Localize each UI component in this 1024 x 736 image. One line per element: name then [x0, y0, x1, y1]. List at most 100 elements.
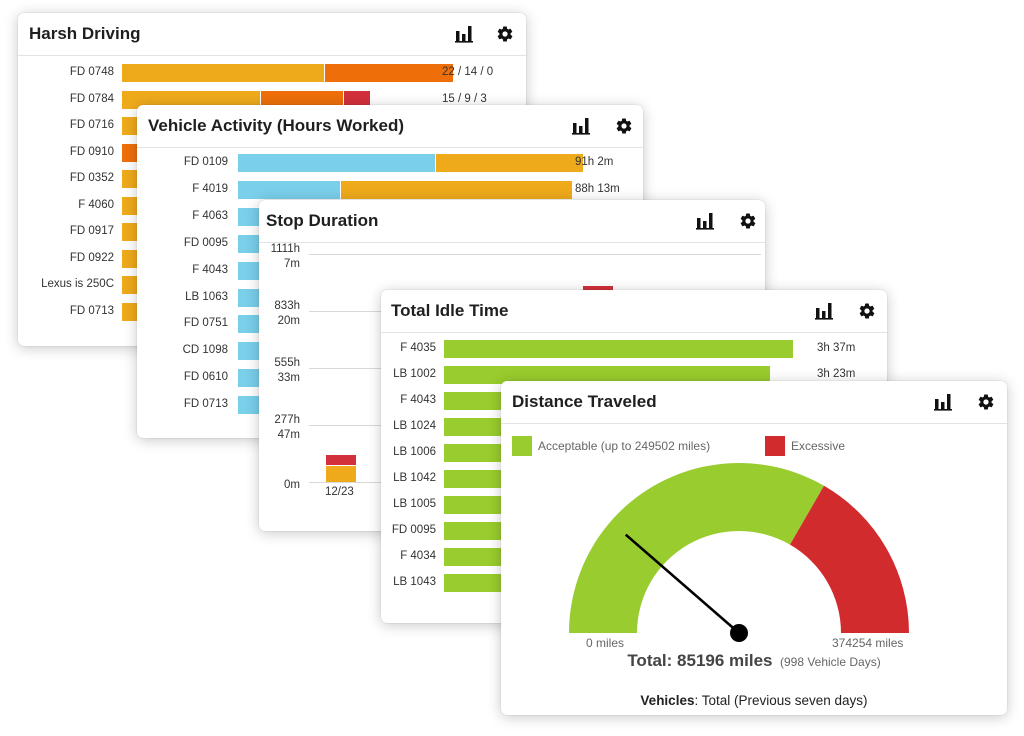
chart-row[interactable]: FD 0095	[137, 234, 643, 254]
gauge-needle	[624, 533, 740, 634]
bar-chart-icon[interactable]	[814, 302, 834, 320]
chart-row[interactable]: LB 1063	[137, 288, 643, 308]
bar-segment[interactable]	[238, 288, 264, 307]
bar-segment[interactable]	[444, 392, 506, 410]
bar-segment[interactable]	[238, 261, 264, 280]
bar-track[interactable]	[122, 64, 454, 82]
chart-row[interactable]: F 4034	[381, 547, 887, 567]
chart-row[interactable]: LB 1043	[381, 573, 887, 593]
chart-row[interactable]: FD 0713	[137, 395, 643, 415]
bar-segment[interactable]	[444, 366, 771, 384]
bar-segment[interactable]	[444, 522, 506, 540]
row-label-box: FD 0751	[137, 314, 228, 334]
bar-segment[interactable]	[324, 64, 454, 82]
bar-track[interactable]	[444, 392, 793, 410]
bar-segment[interactable]	[238, 396, 264, 415]
bar-track[interactable]	[122, 90, 452, 109]
bar-segment[interactable]	[444, 444, 506, 462]
bar-segment[interactable]	[444, 340, 793, 358]
row-label-box: FD 0910	[18, 143, 114, 163]
bar-segment[interactable]	[238, 342, 264, 361]
bar-track[interactable]	[444, 418, 793, 436]
chart-row[interactable]: LB 1002 3h 23m	[381, 365, 887, 385]
chart-row[interactable]: LB 1024	[381, 417, 887, 437]
bar-segment[interactable]	[238, 180, 341, 199]
row-label: LB 1002	[393, 368, 436, 380]
bar-segment[interactable]	[435, 154, 583, 172]
bar-segment[interactable]	[340, 180, 572, 199]
bar-chart-icon[interactable]	[933, 393, 953, 411]
bar-segment[interactable]	[238, 315, 264, 334]
bar-segment[interactable]	[122, 90, 260, 109]
gear-icon[interactable]	[858, 302, 878, 320]
bar-track[interactable]	[238, 180, 583, 199]
bar-segment[interactable]	[238, 154, 436, 172]
bar-track[interactable]	[444, 340, 793, 358]
chart-row[interactable]: F 4063	[137, 207, 643, 227]
gear-icon[interactable]	[977, 393, 997, 411]
gridline	[309, 254, 761, 255]
chart-row[interactable]: F 4043	[381, 391, 887, 411]
bar-segment[interactable]	[444, 574, 506, 592]
gear-icon[interactable]	[739, 212, 759, 230]
bar-track[interactable]	[444, 574, 793, 592]
bar-segment[interactable]	[342, 90, 371, 109]
bar-chart-icon[interactable]	[454, 25, 474, 43]
distance-title: Distance Traveled	[512, 392, 657, 411]
chart-row[interactable]: FD 0109 91h 2m	[137, 153, 643, 173]
bar-track[interactable]	[238, 315, 583, 334]
gear-icon[interactable]	[615, 117, 635, 135]
bar-segment[interactable]	[444, 470, 506, 488]
chart-row[interactable]: FD 0095	[381, 521, 887, 541]
chart-row[interactable]: FD 0748 22 / 14 / 0	[18, 63, 526, 83]
row-label: F 4019	[192, 182, 228, 195]
chart-row[interactable]: LB 1006	[381, 443, 887, 463]
bar-chart-icon[interactable]	[695, 212, 715, 230]
gear-icon[interactable]	[496, 25, 516, 43]
bar-segment[interactable]	[238, 207, 264, 226]
chart-row[interactable]: F 4035 3h 37m	[381, 339, 887, 359]
chart-row[interactable]: LB 1042	[381, 469, 887, 489]
bar-segment[interactable]	[260, 90, 343, 109]
row-label-box: FD 0748	[18, 63, 114, 83]
bar-segment[interactable]	[122, 64, 325, 82]
chart-row[interactable]: F 4043	[137, 261, 643, 281]
bar-track[interactable]	[238, 207, 583, 226]
bar-track[interactable]	[444, 496, 793, 514]
bar-track[interactable]	[238, 369, 583, 388]
bar-segment[interactable]	[238, 369, 264, 388]
bar-track[interactable]	[238, 261, 583, 280]
chart-row[interactable]: CD 1098	[137, 341, 643, 361]
stop-bar-red[interactable]	[326, 455, 356, 465]
bar-track[interactable]	[444, 444, 793, 462]
bar-track[interactable]	[238, 396, 583, 415]
bar-track[interactable]	[444, 548, 793, 566]
row-label: FD 0109	[183, 156, 228, 168]
bar-segment[interactable]	[444, 496, 506, 514]
bar-track[interactable]	[444, 470, 793, 488]
row-label-box: F 4063	[137, 207, 228, 227]
legend-acceptable-label: Acceptable (up to 249502 miles)	[538, 439, 711, 453]
chart-row[interactable]: FD 0784 15 / 9 / 3	[18, 90, 526, 110]
gauge-max-label: 374254 miles	[832, 636, 904, 650]
row-label-box: LB 1043	[381, 573, 436, 593]
harsh-driving-rows: FD 0748 22 / 14 / 0 FD 0784 15 / 9 / 3 FD 07…	[18, 63, 526, 333]
bar-track[interactable]	[444, 522, 793, 540]
chart-row[interactable]: FD 0610	[137, 368, 643, 388]
bar-segment[interactable]	[444, 548, 506, 566]
bar-track[interactable]	[238, 342, 583, 361]
bar-track[interactable]	[238, 234, 583, 253]
bar-track[interactable]	[444, 366, 793, 384]
row-label: F 4035	[400, 342, 436, 354]
chart-row[interactable]: LB 1005	[381, 495, 887, 515]
bar-segment[interactable]	[238, 234, 264, 253]
stop-bar-orange[interactable]	[326, 466, 356, 482]
bar-track[interactable]	[238, 288, 583, 307]
bar-segment[interactable]	[444, 418, 506, 436]
row-label-box: LB 1063	[137, 288, 228, 308]
bar-chart-icon[interactable]	[571, 117, 591, 135]
chart-row[interactable]: F 4019 88h 13m	[137, 180, 643, 200]
chart-row[interactable]: FD 0751	[137, 314, 643, 334]
stop-bar-peek[interactable]	[583, 286, 613, 292]
bar-track[interactable]	[238, 154, 583, 172]
